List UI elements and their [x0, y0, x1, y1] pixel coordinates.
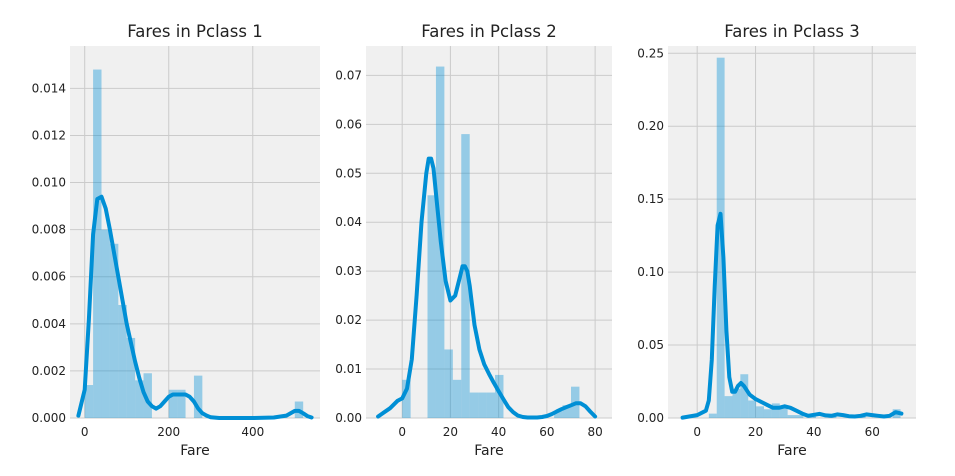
chart-title: Fares in Pclass 3 — [724, 22, 859, 41]
subplot-pclass-1: 0.000 0.002 0.004 0.006 0.008 0.010 0.012 0.014… — [32, 22, 320, 459]
y-tick-label: 0.05 — [637, 338, 664, 352]
y-tick-label: 0.00 — [335, 411, 362, 425]
plot-area — [366, 46, 612, 418]
histogram-bar — [452, 379, 462, 418]
subplot-pclass-3: 0.00 0.05 0.10 0.15 0.20 0.25 0 20 40 60 Fare Fares… — [637, 22, 916, 459]
histogram-bar — [732, 388, 741, 418]
x-axis-label: Fare — [180, 443, 209, 459]
y-tick-label: 0.006 — [32, 270, 66, 284]
x-tick-label: 60 — [539, 425, 554, 439]
x-tick-label: 60 — [865, 425, 880, 439]
chart-title: Fares in Pclass 2 — [421, 22, 556, 41]
x-tick-label: 0 — [398, 425, 406, 439]
x-tick-label: 20 — [443, 425, 458, 439]
x-tick-label: 40 — [491, 425, 506, 439]
y-tick-label: 0.15 — [637, 192, 664, 206]
x-tick-label: 400 — [241, 425, 264, 439]
histogram-bar — [444, 349, 453, 418]
y-tick-label: 0.000 — [32, 411, 66, 425]
y-tick-label: 0.20 — [637, 119, 664, 133]
x-axis-label: Fare — [474, 443, 503, 459]
x-axis-label: Fare — [777, 443, 806, 459]
histogram-bar — [795, 415, 804, 418]
histogram-bar — [177, 389, 186, 418]
histogram-bar — [779, 407, 788, 418]
histogram-bar — [461, 134, 470, 418]
histogram-bar — [193, 375, 203, 418]
histogram-bar — [740, 374, 749, 418]
y-tick-label: 0.05 — [335, 166, 362, 180]
y-tick-label: 0.00 — [637, 411, 664, 425]
histogram-bar — [118, 304, 127, 418]
histogram-bar — [787, 415, 796, 418]
chart-title: Fares in Pclass 1 — [127, 22, 262, 41]
kde-line — [680, 211, 904, 420]
x-tick-label: 200 — [157, 425, 180, 439]
x-tick-label: 20 — [748, 425, 763, 439]
y-tick-label: 0.010 — [32, 176, 66, 190]
y-tick-label: 0.10 — [637, 265, 664, 279]
y-tick-label: 0.012 — [32, 128, 66, 142]
histogram-bar — [427, 195, 436, 418]
histogram-bar — [84, 385, 94, 418]
y-tick-label: 0.002 — [32, 364, 66, 378]
histogram-bar — [562, 405, 571, 418]
histogram-bar — [109, 243, 119, 418]
x-tick-label: 80 — [587, 425, 602, 439]
y-tick-label: 0.07 — [335, 68, 362, 82]
kde-line — [376, 156, 598, 420]
histogram-bar — [402, 379, 411, 418]
y-tick-label: 0.04 — [335, 215, 362, 229]
y-tick-label: 0.01 — [335, 362, 362, 376]
y-tick-label: 0.008 — [32, 223, 66, 237]
kde-line — [76, 194, 314, 420]
histogram-bar — [143, 373, 152, 418]
y-tick-label: 0.014 — [32, 81, 66, 95]
histogram-bar — [135, 380, 144, 418]
histogram-bar — [763, 409, 772, 418]
histogram-bar — [748, 400, 757, 418]
subplot-pclass-2: 0.00 0.01 0.02 0.03 0.04 0.05 0.06 0.07 0 20 40 60 8… — [335, 22, 612, 459]
x-tick-label: 40 — [806, 425, 821, 439]
histogram-bar — [93, 69, 102, 418]
histogram-bar — [756, 406, 764, 418]
y-tick-label: 0.25 — [637, 46, 664, 60]
histogram-bar — [486, 392, 496, 418]
y-tick-label: 0.02 — [335, 313, 362, 327]
histogram-bar — [101, 229, 110, 418]
histogram-bar — [724, 396, 733, 418]
histogram-bar — [708, 413, 717, 418]
histogram-bar — [554, 411, 563, 418]
histogram-bar — [771, 403, 780, 418]
x-tick-label: 0 — [81, 425, 89, 439]
histogram-bar — [495, 374, 504, 418]
histogram-bar — [478, 392, 487, 418]
histogram-bar — [126, 337, 136, 418]
y-tick-label: 0.03 — [335, 264, 362, 278]
plot-area — [668, 46, 916, 418]
histogram-bar — [168, 389, 178, 418]
x-tick-label: 0 — [693, 425, 701, 439]
y-tick-label: 0.004 — [32, 317, 66, 331]
y-tick-label: 0.06 — [335, 117, 362, 131]
histogram-bar — [469, 392, 479, 418]
